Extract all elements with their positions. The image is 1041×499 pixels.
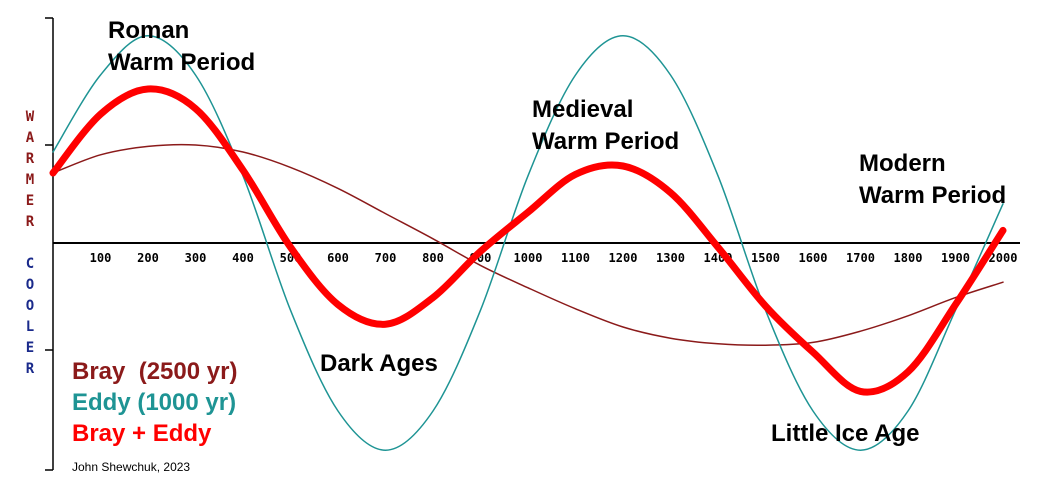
series-lines [49,35,1007,451]
y-label-cooler-letter: E [26,340,34,356]
y-label-warmer-letter: R [26,151,35,167]
x-tick-label: 1500 [751,251,780,265]
x-tick-label: 1700 [846,251,875,265]
legend: Bray (2500 yr) Eddy (1000 yr) Bray + Eddy [72,358,237,447]
y-label-warmer-letter: E [26,193,34,209]
series-line-bray-plus-eddy [49,85,1007,396]
x-tick-label: 700 [375,251,397,265]
annotation-label: Dark Ages [320,350,438,377]
y-label-cooler-letter: R [26,361,35,377]
x-tick-label: 1000 [514,251,543,265]
y-label-cooler-letter: L [26,319,34,335]
x-tick-label: 2000 [989,251,1018,265]
x-tick-label: 1900 [941,251,970,265]
y-label-cooler-letter: C [26,256,34,272]
annotations: Roman Warm Period Medieval Warm Period Moder… [108,17,1006,447]
credit-text: John Shewchuk, 2023 [72,460,190,474]
annotation-label: Roman Warm Period [108,17,255,76]
x-tick-label: 1800 [894,251,923,265]
series-line-eddy [52,35,1004,451]
x-tick-label: 400 [232,251,254,265]
series-line-bray [52,143,1004,346]
legend-entry: Eddy (1000 yr) [72,389,236,416]
y-label-warmer-letter: R [26,214,35,230]
x-tick-label: 1300 [656,251,685,265]
x-tick-label: 1200 [609,251,638,265]
y-label-cooler-letter: O [26,298,34,314]
x-tick-labels: 100 200 300 400 500 600 700 800 900 1000 1100 1200 1… [90,251,1018,265]
x-tick-label: 300 [185,251,207,265]
x-tick-label: 800 [422,251,444,265]
x-tick-label: 1100 [561,251,590,265]
legend-entry: Bray (2500 yr) [72,358,237,385]
x-tick-label: 200 [137,251,159,265]
legend-entry: Bray + Eddy [72,420,212,447]
annotation-label: Modern Warm Period [859,150,1006,209]
axes [45,17,1020,471]
x-tick-label: 600 [327,251,349,265]
y-label-warmer-letter: M [26,172,34,188]
annotation-label: Little Ice Age [771,420,919,447]
x-tick-label: 1600 [799,251,828,265]
y-label-cooler-letter: O [26,277,34,293]
y-label-warmer-letter: W [26,109,35,125]
x-tick-label: 100 [90,251,112,265]
annotation-label: Medieval Warm Period [532,96,679,155]
y-label-warmer-letter: A [26,130,35,146]
